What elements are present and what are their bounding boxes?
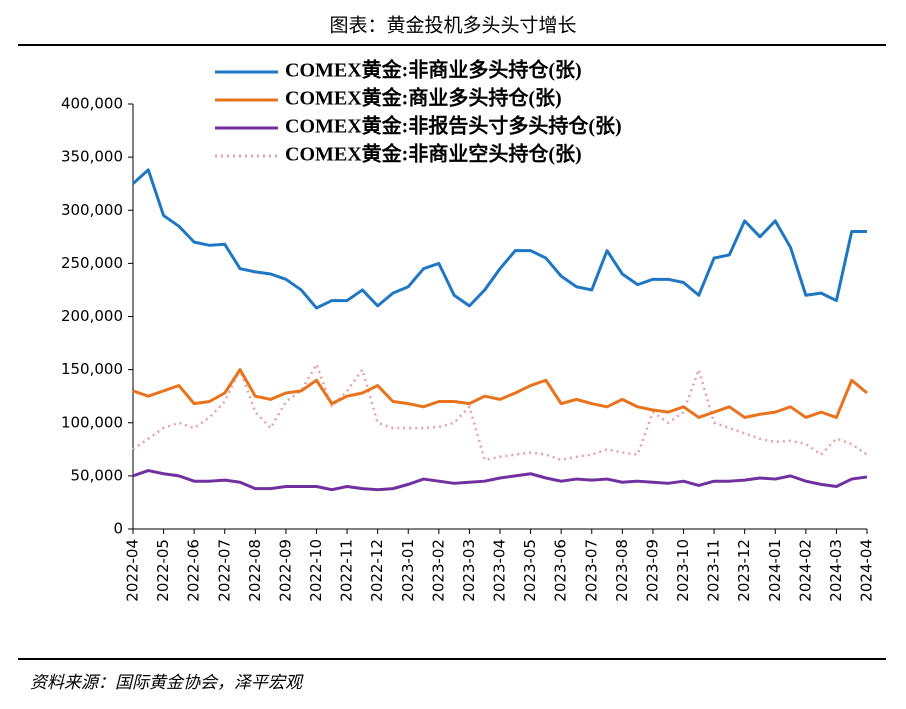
x-tick-label: 2022-06 [185, 539, 203, 602]
x-tick-label: 2023-12 [735, 539, 753, 602]
x-tick-label: 2023-06 [552, 539, 570, 602]
y-tick-label: 300,000 [61, 201, 123, 219]
legend-label: COMEX黄金:商业多头持仓(张) [285, 86, 562, 110]
x-tick-label: 2023-04 [491, 539, 509, 602]
x-tick-label: 2022-10 [307, 539, 325, 602]
legend-label: COMEX黄金:非商业空头持仓(张) [285, 142, 582, 166]
y-tick-label: 100,000 [61, 413, 123, 431]
x-tick-label: 2024-02 [796, 539, 814, 602]
series-line [132, 469, 868, 492]
x-tick-label: 2024-04 [858, 539, 876, 602]
legend-label: COMEX黄金:非报告头寸多头持仓(张) [285, 114, 622, 138]
x-tick-label: 2022-04 [124, 539, 142, 602]
y-tick-label: 400,000 [61, 95, 123, 113]
chart-title: 图表：黄金投机多头头寸增长 [329, 15, 576, 37]
series-line [131, 168, 867, 310]
x-tick-label: 2023-07 [582, 539, 600, 602]
x-tick-label: 2022-07 [215, 539, 233, 602]
x-tick-label: 2023-03 [460, 539, 478, 602]
source: 资料来源：国际黄金协会，泽平宏观 [30, 673, 304, 693]
y-tick-label: 350,000 [61, 148, 123, 166]
x-tick-label: 2023-10 [674, 539, 692, 602]
y-tick-label: 150,000 [61, 360, 123, 378]
x-tick-label: 2023-11 [705, 539, 723, 602]
x-tick-label: 2023-05 [521, 539, 539, 602]
x-tick-label: 2023-01 [399, 539, 417, 602]
series-line [132, 363, 868, 462]
x-tick-label: 2024-01 [766, 539, 784, 602]
y-tick-label: 50,000 [71, 466, 124, 484]
legend-label: COMEX黄金:非商业多头持仓(张) [285, 58, 582, 82]
x-tick-label: 2023-08 [613, 539, 631, 602]
x-tick-label: 2022-05 [154, 539, 172, 602]
y-tick-label: 250,000 [61, 254, 123, 272]
x-tick-label: 2022-11 [338, 539, 356, 602]
x-tick-label: 2023-09 [643, 539, 661, 602]
x-tick-label: 2022-08 [246, 539, 264, 602]
x-tick-label: 2024-03 [827, 539, 845, 602]
x-tick-label: 2023-02 [429, 539, 447, 602]
y-tick-label: 0 [113, 520, 123, 538]
series-line [132, 368, 868, 419]
y-tick-label: 200,000 [61, 307, 123, 325]
x-tick-label: 2022-12 [368, 539, 386, 602]
x-tick-label: 2022-09 [276, 539, 294, 602]
